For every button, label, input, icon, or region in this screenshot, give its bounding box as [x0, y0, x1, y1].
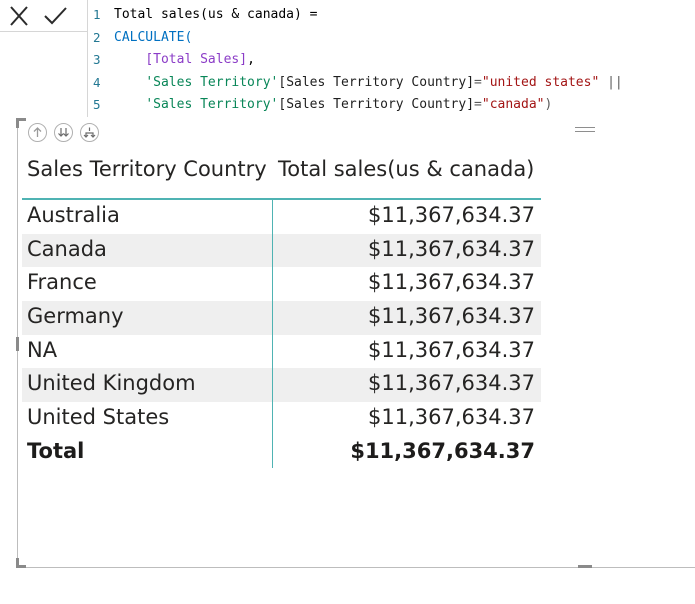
code-line[interactable]: 5 'Sales Territory'[Sales Territory Coun…	[88, 94, 695, 117]
resize-handle-left[interactable]	[16, 337, 19, 351]
code-token: CALCULATE(	[114, 29, 193, 45]
table-visual[interactable]: Sales Territory Country Total sales(us &…	[16, 118, 695, 568]
table-total-row: Total $11,367,634.37	[22, 436, 541, 470]
table-row[interactable]: Canada $11,367,634.37	[22, 233, 541, 268]
formula-editor-divider	[87, 0, 88, 117]
close-icon	[10, 6, 28, 26]
data-table: Sales Territory Country Total sales(us &…	[22, 149, 541, 468]
code-line[interactable]: 2 CALCULATE(	[88, 27, 695, 50]
code-line[interactable]: 1 Total sales(us & canada) =	[88, 4, 695, 27]
code-token: ,	[247, 52, 255, 67]
line-code: 'Sales Territory'[Sales Territory Countr…	[114, 94, 552, 117]
header-underline	[22, 198, 541, 200]
resize-handle-top-left[interactable]	[16, 118, 19, 128]
code-token: [Total Sales]	[145, 52, 248, 67]
code-token: Total sales(us & canada) =	[114, 7, 318, 22]
drill-up-button[interactable]	[28, 123, 47, 142]
code-token: 'Sales Territory'	[145, 74, 279, 90]
code-token: [Sales Territory Country]	[278, 97, 475, 112]
total-value: $11,367,634.37	[350, 438, 535, 463]
cell-total-sales: $11,367,634.37	[368, 203, 535, 227]
column-divider[interactable]	[272, 200, 273, 468]
code-token	[114, 97, 145, 112]
table-row[interactable]: United Kingdom $11,367,634.37	[22, 368, 541, 403]
line-number: 5	[93, 97, 101, 112]
resize-handle-top-left-horizontal[interactable]	[16, 118, 26, 121]
cell-country: Canada	[27, 236, 107, 261]
code-token: =	[474, 97, 482, 112]
dax-code-editor[interactable]: 1 Total sales(us & canada) = 2 CALCULATE( 3 …	[88, 4, 695, 116]
table-body: Australia $11,367,634.37 Canada $11,367,634…	[22, 200, 541, 470]
code-token	[114, 52, 145, 67]
cell-country: United Kingdom	[27, 371, 196, 396]
code-token: [Sales Territory Country]	[278, 74, 475, 90]
cancel-formula-button[interactable]	[4, 3, 34, 29]
code-line[interactable]: 3 [Total Sales],	[88, 49, 695, 72]
line-number: 2	[93, 29, 101, 45]
code-line[interactable]: 4 'Sales Territory'[Sales Territory Coun…	[88, 72, 695, 95]
code-token	[114, 75, 145, 90]
cell-country: United States	[27, 405, 170, 430]
table-row[interactable]: Germany $11,367,634.37	[22, 301, 541, 335]
line-number: 1	[93, 7, 101, 22]
code-token: =	[474, 74, 482, 90]
cell-total-sales: $11,367,634.37	[368, 270, 535, 295]
code-token: "united states"	[481, 74, 600, 90]
cell-total-sales: $11,367,634.37	[368, 405, 535, 430]
line-code: [Total Sales],	[114, 49, 255, 72]
commit-formula-button[interactable]	[40, 3, 70, 29]
checkmark-icon	[44, 7, 67, 25]
line-code: Total sales(us & canada) =	[114, 4, 318, 27]
formula-commit-area	[0, 0, 88, 32]
line-number: 4	[93, 74, 101, 90]
code-token: ||	[599, 74, 623, 90]
cell-total-sales: $11,367,634.37	[368, 304, 535, 329]
table-row[interactable]: United States $11,367,634.37	[22, 402, 541, 436]
cell-country: NA	[27, 337, 58, 362]
line-code: CALCULATE(	[114, 27, 192, 50]
code-token: "canada"	[481, 97, 545, 112]
column-header-country[interactable]: Sales Territory Country	[27, 157, 267, 181]
resize-handle-bottom-left[interactable]	[16, 558, 19, 568]
column-header-total-sales[interactable]: Total sales(us & canada)	[278, 157, 535, 181]
cell-total-sales: $11,367,634.37	[368, 236, 535, 261]
table-header-row: Sales Territory Country Total sales(us &…	[22, 149, 541, 200]
table-row[interactable]: France $11,367,634.37	[22, 267, 541, 301]
code-token: 'Sales Territory'	[145, 97, 279, 112]
formula-bar: 1 Total sales(us & canada) = 2 CALCULATE( 3 …	[0, 0, 695, 117]
drag-grip-icon[interactable]	[575, 127, 595, 137]
resize-handle-bottom-left-horizontal[interactable]	[16, 565, 26, 568]
cell-total-sales: $11,367,634.37	[368, 337, 535, 362]
resize-handle-bottom[interactable]	[578, 565, 592, 568]
arrow-up-icon	[33, 127, 42, 137]
cell-country: France	[27, 270, 97, 295]
go-to-next-level-button[interactable]	[54, 123, 73, 142]
line-number: 3	[93, 52, 101, 67]
table-row[interactable]: Australia $11,367,634.37	[22, 200, 541, 234]
total-label: Total	[27, 438, 85, 463]
cell-country: Australia	[27, 203, 120, 227]
expand-all-down-button[interactable]	[80, 123, 99, 142]
fork-down-icon	[83, 127, 96, 138]
line-code: 'Sales Territory'[Sales Territory Countr…	[114, 72, 623, 95]
double-arrow-down-icon	[58, 128, 69, 137]
cell-country: Germany	[27, 304, 124, 329]
cell-total-sales: $11,367,634.37	[368, 371, 535, 396]
table-row[interactable]: NA $11,367,634.37	[22, 335, 541, 369]
code-token: )	[544, 97, 553, 112]
